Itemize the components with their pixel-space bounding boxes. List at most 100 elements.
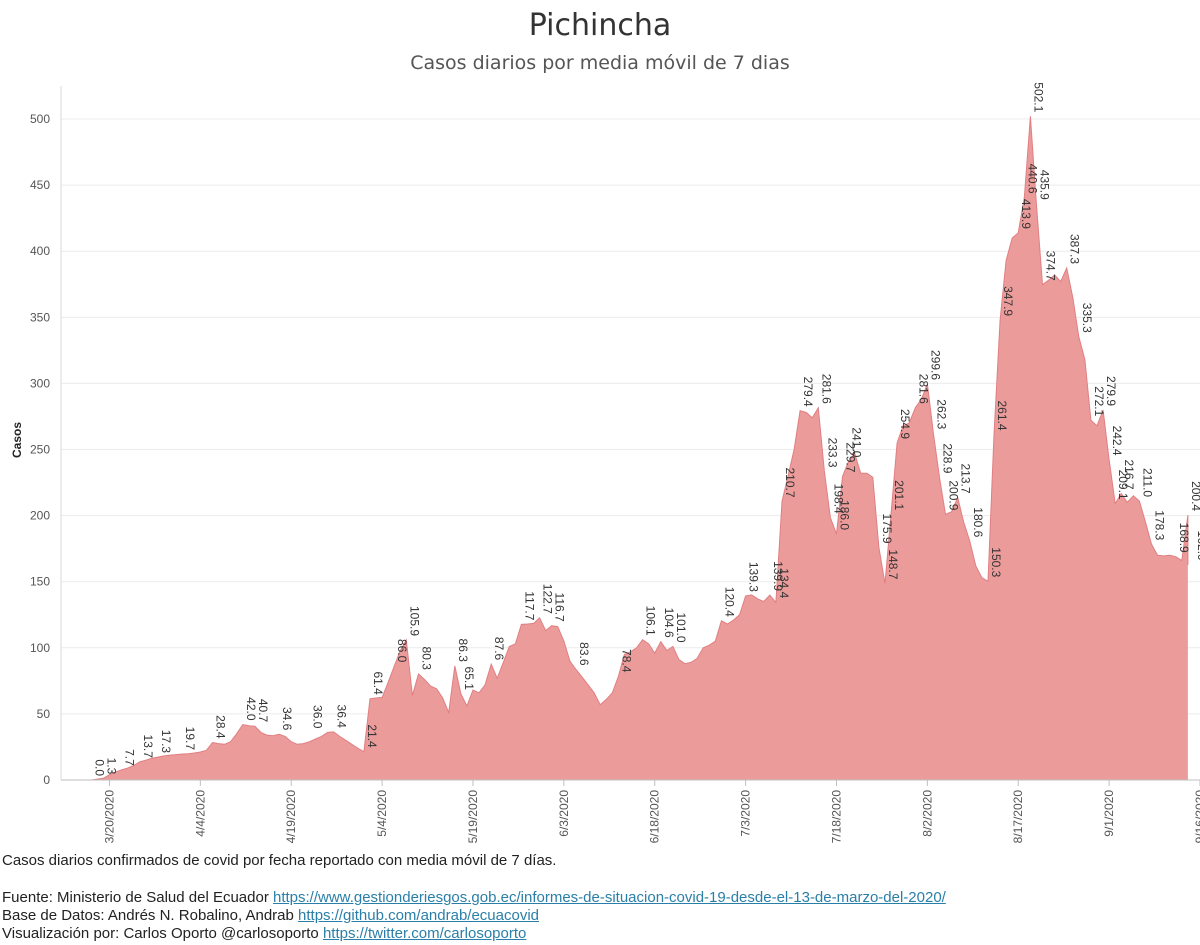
data-label: 86.0 bbox=[395, 639, 409, 663]
data-label: 335.3 bbox=[1080, 303, 1094, 333]
series-line bbox=[91, 116, 1189, 781]
data-label: 148.7 bbox=[886, 549, 900, 579]
data-label: 122.7 bbox=[541, 584, 555, 614]
data-label: 106.1 bbox=[644, 606, 658, 636]
data-label: 116.7 bbox=[553, 593, 567, 622]
data-label: 228.9 bbox=[941, 443, 955, 473]
source-link[interactable]: https://www.gestionderiesgos.gob.ec/info… bbox=[273, 889, 946, 906]
data-labels: 0.01.3 7.7 13.7 17.3 19.7 28.4 42.040.7 34.6 36.… bbox=[92, 82, 1200, 776]
x-tick-label: 4/4/2020 bbox=[193, 790, 207, 837]
data-label: 413.9 bbox=[1019, 199, 1033, 229]
viz-link[interactable]: https://twitter.com/carlosoporto bbox=[322, 925, 527, 942]
data-label: 261.4 bbox=[995, 400, 1009, 430]
data-label: 87.6 bbox=[492, 637, 506, 661]
data-label: 83.6 bbox=[577, 642, 591, 666]
data-label: 34.6 bbox=[280, 707, 294, 731]
x-tick-label: 3/20/2020 bbox=[102, 790, 116, 844]
x-tick-label: 5/4/2020 bbox=[375, 790, 389, 837]
data-label: 117.7 bbox=[522, 591, 536, 620]
data-label: 42.0 bbox=[244, 697, 258, 721]
data-label: 502.1 bbox=[1031, 82, 1045, 112]
data-label: 0.0 bbox=[92, 759, 106, 776]
data-label: 374.7 bbox=[1044, 251, 1058, 281]
area-series bbox=[91, 116, 1188, 781]
data-label: 229.7 bbox=[844, 442, 858, 472]
database-label: Base de Datos: Andrés N. Robalino, Andra… bbox=[2, 907, 294, 924]
x-axis: 3/20/2020 4/4/2020 4/19/2020 5/4/2020 5/19/2… bbox=[102, 780, 1200, 843]
data-label: 213.7 bbox=[959, 463, 973, 493]
data-label: 150.3 bbox=[989, 547, 1003, 577]
data-label: 162.9 bbox=[1195, 531, 1200, 561]
gridlines bbox=[61, 118, 1200, 715]
data-label: 28.4 bbox=[214, 715, 228, 739]
data-label: 211.0 bbox=[1140, 468, 1154, 497]
y-tick-label: 250 bbox=[30, 443, 50, 457]
data-label: 19.7 bbox=[183, 727, 197, 751]
data-label: 36.0 bbox=[310, 705, 324, 729]
y-tick-label: 0 bbox=[43, 773, 50, 787]
data-label: 186.0 bbox=[838, 500, 852, 530]
data-label: 216.7 bbox=[1122, 459, 1136, 489]
x-tick-label: 6/3/2020 bbox=[557, 790, 571, 837]
data-label: 40.7 bbox=[256, 699, 270, 723]
data-label: 387.3 bbox=[1068, 234, 1082, 264]
database-link[interactable]: https://github.com/andrab/ecuacovid bbox=[298, 907, 540, 924]
data-label: 279.9 bbox=[1104, 376, 1118, 406]
x-tick-label: 9/16/2020 bbox=[1193, 790, 1200, 844]
data-label: 175.9 bbox=[880, 513, 894, 543]
data-label: 209.1 bbox=[1116, 470, 1130, 500]
data-label: 1.3 bbox=[104, 758, 118, 775]
data-label: 241.0 bbox=[850, 427, 864, 457]
footer-source: Fuente: Ministerio de Salud del Ecuador … bbox=[2, 889, 946, 906]
x-tick-label: 8/17/2020 bbox=[1011, 790, 1025, 844]
data-label: 86.3 bbox=[456, 639, 470, 663]
y-axis: 0 50 100 150 200 250 300 350 400 450 500 bbox=[30, 112, 50, 787]
data-label: 61.4 bbox=[371, 671, 385, 695]
data-label: 281.6 bbox=[819, 374, 833, 404]
data-label: 105.9 bbox=[407, 606, 421, 636]
y-tick-label: 450 bbox=[30, 178, 50, 192]
data-label: 242.4 bbox=[1110, 426, 1124, 456]
data-label: 299.6 bbox=[928, 350, 942, 380]
data-label: 180.6 bbox=[971, 507, 985, 537]
x-tick-label: 9/1/2020 bbox=[1102, 790, 1116, 837]
data-label: 134.4 bbox=[777, 568, 791, 598]
data-label: 233.3 bbox=[825, 438, 839, 468]
y-tick-label: 300 bbox=[30, 376, 50, 390]
footer-database: Base de Datos: Andrés N. Robalino, Andra… bbox=[2, 907, 539, 924]
chart-subtitle: Casos diarios por media móvil de 7 dias bbox=[410, 52, 790, 74]
area-chart: 0 50 100 150 200 250 300 350 400 450 500 Casos 0.0… bbox=[10, 82, 1200, 843]
source-label: Fuente: Ministerio de Salud del Ecuador bbox=[2, 889, 269, 906]
data-label: 78.4 bbox=[619, 649, 633, 673]
data-label: 281.6 bbox=[916, 374, 930, 404]
data-label: 254.9 bbox=[898, 409, 912, 439]
data-label: 200.9 bbox=[947, 480, 961, 510]
data-label: 272.1 bbox=[1092, 386, 1106, 416]
data-label: 104.6 bbox=[662, 608, 676, 638]
data-label: 120.4 bbox=[722, 587, 736, 617]
x-tick-label: 7/3/2020 bbox=[739, 790, 753, 837]
y-tick-label: 100 bbox=[30, 641, 50, 655]
data-label: 262.3 bbox=[934, 399, 948, 429]
data-label: 139.3 bbox=[747, 562, 761, 592]
data-label: 101.0 bbox=[674, 612, 688, 642]
x-tick-label: 4/19/2020 bbox=[284, 790, 298, 844]
data-label: 80.3 bbox=[420, 647, 434, 671]
y-tick-label: 350 bbox=[30, 310, 50, 324]
data-label: 7.7 bbox=[123, 749, 137, 766]
data-label: 198.4 bbox=[831, 484, 845, 514]
data-label: 139.9 bbox=[771, 561, 785, 591]
data-label: 440.6 bbox=[1025, 164, 1039, 194]
data-label: 65.1 bbox=[462, 667, 476, 691]
y-tick-label: 500 bbox=[30, 112, 50, 126]
x-tick-label: 8/2/2020 bbox=[920, 790, 934, 837]
viz-label: Visualización por: Carlos Oporto @carlos… bbox=[2, 925, 319, 942]
y-axis-label: Casos bbox=[10, 422, 24, 458]
footer-visualization: Visualización por: Carlos Oporto @carlos… bbox=[2, 925, 526, 942]
footer-description: Casos diarios confirmados de covid por f… bbox=[2, 852, 557, 869]
x-tick-label: 5/19/2020 bbox=[466, 790, 480, 844]
data-label: 210.7 bbox=[783, 467, 797, 497]
data-label: 200.4 bbox=[1189, 481, 1200, 511]
chart-title: Pichincha bbox=[528, 8, 672, 43]
x-tick-label: 7/18/2020 bbox=[829, 790, 843, 844]
